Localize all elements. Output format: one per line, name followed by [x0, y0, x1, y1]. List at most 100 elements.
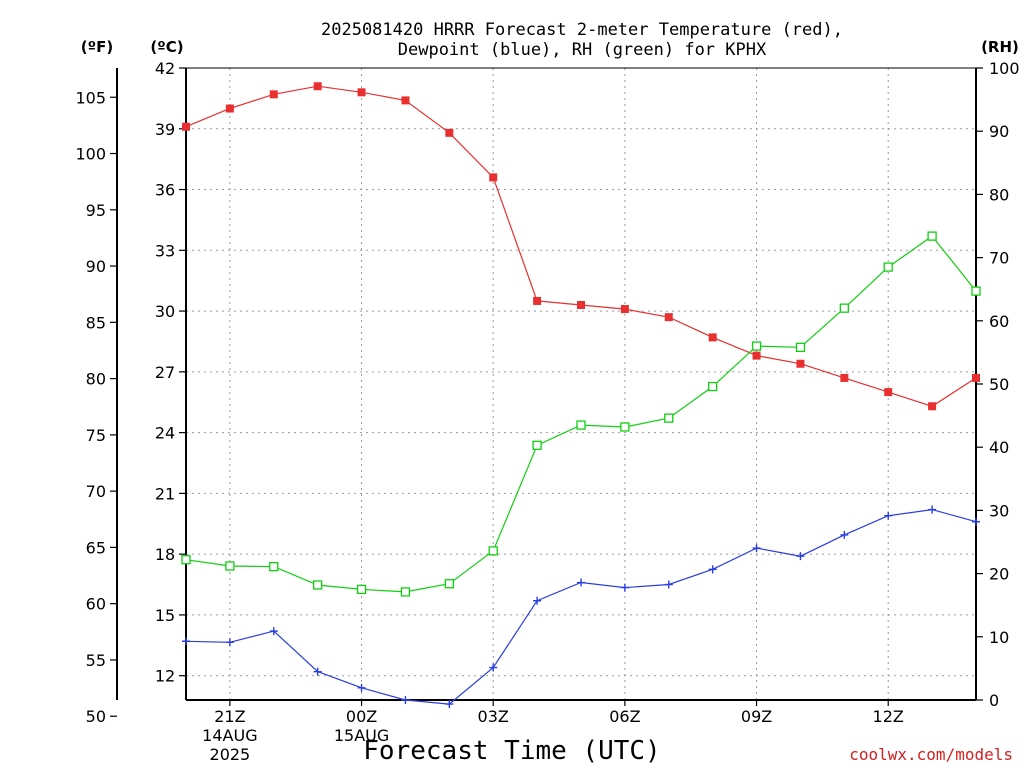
rh-tick-label: 20 — [989, 565, 1009, 584]
dewpoint-point — [620, 583, 629, 592]
celsius-tick-label: 12 — [155, 667, 175, 686]
fahrenheit-tick-label: 90 — [86, 257, 106, 276]
temperature-point — [972, 373, 980, 382]
rh-point — [269, 561, 279, 572]
rh-point — [927, 231, 937, 241]
dewpoint-point — [840, 530, 849, 539]
temperature-point — [357, 88, 366, 97]
rh-point — [488, 546, 498, 556]
fahrenheit-tick-label: 55 — [86, 651, 106, 670]
credit-text: coolwx.com/models — [849, 745, 1013, 764]
temperature-point — [489, 173, 498, 182]
x-axis-label: Forecast Time (UTC) — [363, 736, 660, 766]
dewpoint-point — [313, 667, 322, 676]
dewpoint-point — [884, 511, 893, 520]
x-tick-label: 12Z — [873, 707, 904, 726]
temperature-point — [269, 90, 278, 99]
rh-point — [664, 413, 674, 423]
celsius-unit-label: (ºC) — [150, 38, 183, 56]
temperature-point — [313, 82, 322, 91]
chart-title-line2: Dewpoint (blue), RH (green) for KPHX — [398, 40, 767, 60]
rh-point — [181, 555, 191, 565]
dewpoint-point — [489, 663, 498, 672]
fahrenheit-tick-label: 60 — [86, 595, 106, 614]
fahrenheit-unit-label: (ºF) — [81, 38, 113, 56]
celsius-tick-label: 30 — [155, 302, 175, 321]
fahrenheit-tick-label: 50 — [86, 707, 106, 726]
series — [181, 82, 981, 709]
celsius-tick-label: 42 — [155, 59, 175, 78]
rh-tick-label: 10 — [989, 628, 1009, 647]
x-tick-label: 00Z — [346, 707, 377, 726]
temperature-point — [182, 122, 190, 131]
dewpoint-point — [357, 683, 366, 692]
celsius-tick-label: 24 — [155, 424, 175, 443]
x-tick-label: 15AUG — [334, 726, 389, 745]
rh-tick-label: 40 — [989, 438, 1009, 457]
fahrenheit-tick-label: 85 — [86, 313, 106, 332]
chart-title-line1: 2025081420 HRRR Forecast 2-meter Tempera… — [321, 20, 843, 40]
rh-point — [444, 579, 454, 589]
temperature-point — [445, 128, 454, 137]
x-tick-label: 2025 — [210, 745, 251, 764]
dewpoint-line — [185, 508, 977, 705]
celsius-tick-label: 18 — [155, 545, 175, 564]
dewpoint-point — [269, 627, 278, 636]
rh-point — [313, 580, 323, 590]
celsius-tick-label: 15 — [155, 606, 175, 625]
dewpoint-point — [445, 700, 454, 709]
temperature-point — [752, 351, 761, 360]
x-tick-label: 06Z — [609, 707, 640, 726]
dewpoint-point — [577, 578, 585, 587]
temperature-point — [840, 373, 849, 382]
x-tick-label: 03Z — [478, 707, 509, 726]
rh-point — [883, 262, 893, 272]
temperature-point — [884, 388, 893, 397]
rh-unit-label: (RH) — [981, 38, 1019, 56]
temperature-line — [185, 85, 977, 407]
temperature-point — [533, 296, 542, 305]
dewpoint-point — [401, 696, 410, 704]
rh-tick-label: 50 — [989, 375, 1009, 394]
rh-tick-label: 60 — [989, 312, 1009, 331]
temperature-point — [708, 333, 717, 342]
dewpoint-point — [796, 552, 805, 561]
x-tick-label: 21Z — [214, 707, 245, 726]
fahrenheit-tick-label: 75 — [86, 426, 106, 445]
fahrenheit-tick-label: 95 — [86, 201, 106, 220]
rh-point — [708, 381, 718, 392]
rh-tick-label: 70 — [989, 249, 1009, 268]
dewpoint-point — [708, 565, 717, 574]
rh-line — [185, 235, 977, 593]
celsius-tick-label: 39 — [155, 120, 175, 139]
temperature-point — [225, 104, 234, 113]
celsius-tick-label: 36 — [155, 181, 175, 200]
dewpoint-point — [182, 637, 190, 646]
fahrenheit-tick-label: 70 — [86, 482, 106, 501]
rh-point — [971, 286, 981, 296]
dewpoint-point — [664, 580, 673, 589]
rh-point — [225, 561, 235, 571]
celsius-tick-label: 21 — [155, 484, 175, 503]
fahrenheit-tick-label: 105 — [75, 88, 106, 107]
x-tick-label: 14AUG — [202, 726, 257, 745]
temperature-point — [928, 402, 937, 411]
rh-tick-label: 30 — [989, 501, 1009, 520]
rh-point — [576, 420, 586, 430]
temperature-point — [664, 313, 673, 322]
dewpoint-point — [533, 596, 542, 605]
celsius-tick-label: 27 — [155, 363, 175, 382]
x-tick-label: 09Z — [741, 707, 772, 726]
temperature-point — [577, 301, 585, 309]
rh-point — [751, 341, 762, 351]
rh-point — [400, 587, 411, 597]
fahrenheit-tick-label: 80 — [86, 370, 106, 389]
rh-tick-label: 80 — [989, 185, 1009, 204]
dewpoint-point — [225, 638, 234, 647]
temperature-point — [796, 359, 805, 368]
fahrenheit-tick-label: 65 — [86, 538, 106, 557]
rh-point — [532, 440, 542, 450]
dewpoint-point — [928, 505, 937, 514]
